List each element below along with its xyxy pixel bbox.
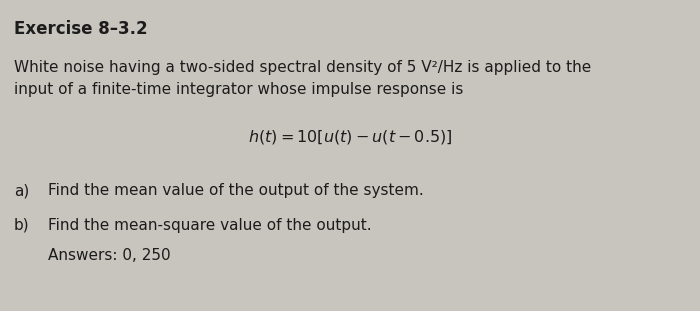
Text: Answers: 0, 250: Answers: 0, 250 — [48, 248, 171, 263]
Text: input of a finite-time integrator whose impulse response is: input of a finite-time integrator whose … — [14, 82, 463, 97]
Text: $h(t) = 10[u(t) - u(t - 0.5)]$: $h(t) = 10[u(t) - u(t - 0.5)]$ — [248, 128, 452, 146]
Text: a): a) — [14, 183, 29, 198]
Text: b): b) — [14, 218, 29, 233]
Text: Find the mean value of the output of the system.: Find the mean value of the output of the… — [48, 183, 424, 198]
Text: Exercise 8–3.2: Exercise 8–3.2 — [14, 20, 148, 38]
Text: White noise having a two-sided spectral density of 5 V²/Hz is applied to the: White noise having a two-sided spectral … — [14, 60, 592, 75]
Text: Find the mean-square value of the output.: Find the mean-square value of the output… — [48, 218, 372, 233]
